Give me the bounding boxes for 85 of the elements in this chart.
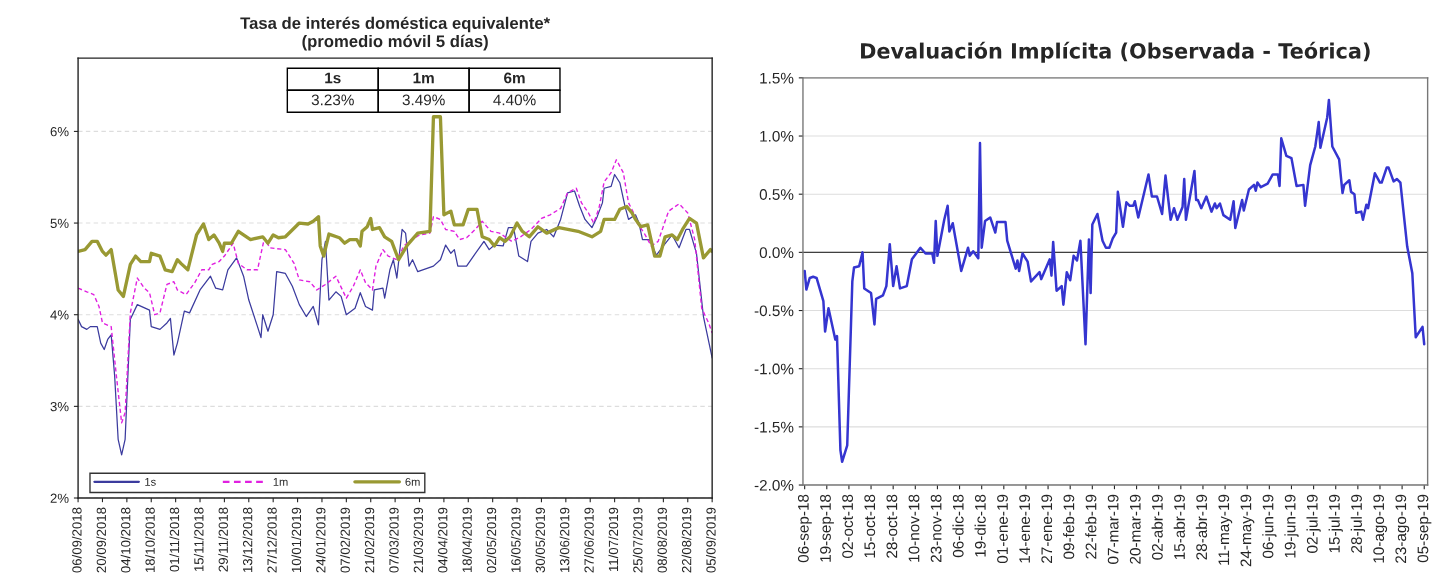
x-tick-label: 18/04/2019: [462, 507, 472, 573]
line-series: [803, 98, 1426, 464]
x-tick-label: 21/02/2019: [364, 507, 375, 573]
legend-label: 6m: [405, 477, 420, 486]
x-tick-label: 02-abr-19: [1151, 494, 1163, 560]
x-tick-label: 24-may-19: [1240, 494, 1255, 567]
x-tick-label: 22/08/2019: [681, 507, 692, 573]
x-tick-label: 07/03/2019: [388, 507, 399, 573]
y-tick-label: 0.0%: [759, 247, 794, 259]
y-tick-label: 6%: [50, 126, 69, 137]
x-tick-label: 20-mar-19: [1129, 494, 1141, 564]
y-tick-label: 0.5%: [759, 189, 794, 200]
chart-subtitle: (promedio móvil 5 días): [302, 34, 488, 51]
x-tick-label: 02-jul-19: [1306, 494, 1321, 553]
annotation: 3.49%: [402, 94, 445, 106]
y-tick-label: -1.5%: [754, 421, 794, 433]
x-tick-label: 15-abr-19: [1173, 494, 1185, 560]
chart-title: Tasa de interés doméstica equivalente*: [240, 16, 551, 33]
x-tick-label: 23-ago-19: [1395, 494, 1410, 563]
y-tick-label: 3%: [50, 401, 69, 412]
line-series: [78, 159, 713, 424]
annotation: 4.40%: [493, 94, 536, 106]
x-tick-label: 13/12/2018: [242, 507, 253, 573]
x-tick-label: 15-jul-19: [1328, 494, 1343, 553]
x-tick-label: 15/11/2018: [193, 507, 204, 572]
x-tick-label: 15-oct-18: [864, 494, 876, 558]
annotation: 3.23%: [311, 94, 354, 106]
legend-label: 1m: [273, 478, 288, 486]
x-tick-label: 28-jul-19: [1350, 494, 1365, 553]
x-tick-label: 20/09/2018: [96, 507, 107, 573]
x-tick-label: 29/11/2018: [218, 507, 228, 572]
legend-label: 1s: [145, 478, 156, 486]
x-tick-label: 24/01/2019: [315, 507, 326, 573]
x-tick-label: 30/05/2019: [535, 507, 545, 573]
x-tick-label: 08/08/2019: [657, 507, 667, 573]
x-tick-label: 02-oct-18: [842, 494, 854, 558]
x-tick-label: 23-nov-18: [930, 494, 942, 563]
y-tick-label: 2%: [50, 493, 69, 503]
x-tick-label: 11/07/2019: [608, 507, 619, 572]
x-tick-label: 13/06/2019: [559, 507, 570, 573]
y-tick-label: 4%: [50, 310, 69, 320]
x-tick-label: 27/12/2018: [267, 507, 277, 573]
x-tick-label: 06-dic-18: [952, 494, 964, 558]
line-series: [78, 173, 713, 456]
x-tick-label: 11-may-19: [1218, 494, 1233, 565]
y-tick-label: -0.5%: [754, 305, 794, 317]
x-tick-label: 06-jun-19: [1262, 494, 1277, 558]
x-tick-label: 07/02/2019: [340, 507, 350, 573]
x-tick-label: 10/01/2019: [291, 507, 302, 573]
x-tick-label: 19-sep-18: [820, 494, 834, 562]
y-tick-label: 1.5%: [760, 72, 794, 84]
x-tick-label: 04/10/2018: [120, 507, 131, 573]
x-tick-label: 10-nov-18: [908, 494, 920, 562]
x-tick-label: 05-sep-19: [1417, 494, 1432, 563]
x-tick-label: 18/10/2018: [145, 507, 155, 573]
annotation: 1s: [325, 72, 341, 84]
x-tick-label: 19-dic-18: [974, 494, 986, 557]
x-tick-label: 25/07/2019: [632, 507, 643, 573]
line-series: [78, 115, 713, 299]
x-tick-label: 14-ene-19: [1019, 494, 1031, 563]
x-tick-label: 28-abr-19: [1195, 494, 1208, 560]
x-tick-label: 27/06/2019: [584, 507, 594, 573]
x-tick-label: 21/03/2019: [413, 507, 424, 573]
x-tick-label: 22-feb-19: [1085, 494, 1097, 559]
x-tick-label: 05/09/2019: [706, 507, 716, 573]
y-tick-label: -1.0%: [754, 363, 794, 375]
x-tick-label: 27-ene-19: [1041, 494, 1053, 563]
chart-title: Devaluación Implícita (Observada - Teórica): [861, 41, 1370, 63]
x-tick-label: 01/11/2018: [169, 507, 180, 572]
x-tick-label: 02/05/2019: [486, 507, 497, 573]
x-tick-label: 06-sep-18: [797, 494, 812, 563]
annotation: 6m: [504, 72, 525, 84]
y-tick-label: -2.0%: [754, 479, 794, 491]
x-tick-label: 06/09/2018: [71, 507, 82, 573]
x-tick-label: 10-ago-19: [1373, 494, 1388, 563]
x-tick-label: 07-mar-19: [1107, 494, 1119, 564]
x-tick-label: 16/05/2019: [510, 507, 521, 573]
x-tick-label: 04/04/2019: [437, 507, 448, 573]
y-tick-label: 1.0%: [760, 130, 794, 142]
x-tick-label: 19-jun-19: [1284, 494, 1299, 558]
y-tick-label: 5%: [50, 218, 69, 228]
annotation: 1m: [413, 72, 434, 84]
x-tick-label: 01-ene-19: [997, 494, 1008, 564]
x-tick-label: 09-feb-19: [1063, 494, 1075, 559]
x-tick-label: 28-oct-18: [886, 494, 898, 558]
